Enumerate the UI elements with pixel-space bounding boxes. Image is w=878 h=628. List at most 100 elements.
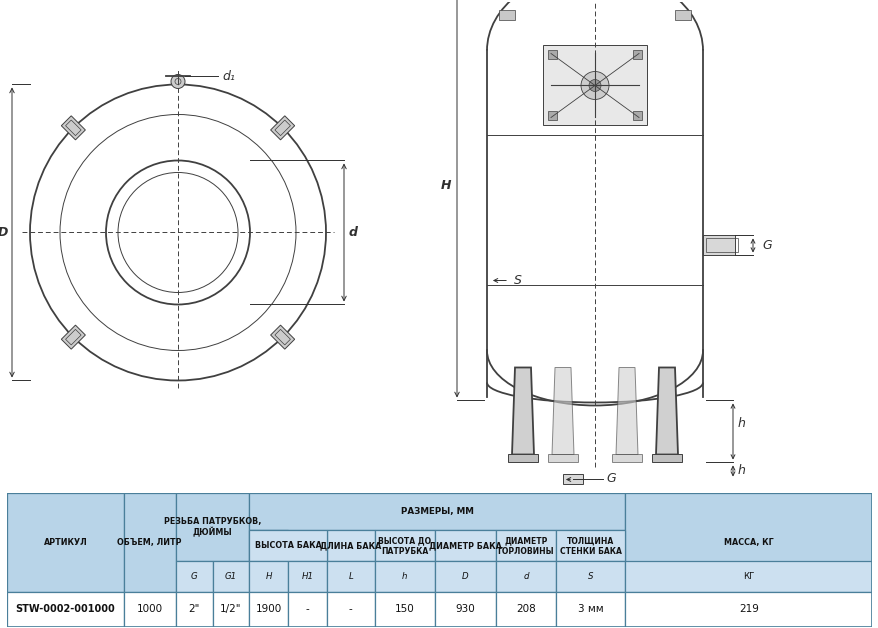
Bar [327,592,374,627]
Bar [499,11,515,21]
Text: D: D [0,226,8,239]
Bar [625,493,871,592]
Text: d: d [348,226,357,239]
Bar [611,455,641,462]
Text: G1: G1 [225,572,237,581]
Bar [7,493,124,592]
Bar [249,592,288,627]
Bar [176,493,249,561]
Bar [543,45,646,126]
Text: ВЫСОТА БАКА: ВЫСОТА БАКА [255,541,321,550]
Text: ДЛИНА БАКА: ДЛИНА БАКА [320,541,381,550]
Bar [270,116,294,140]
Text: h: h [402,572,407,581]
Bar [651,455,681,462]
Text: STW-0002-001000: STW-0002-001000 [16,604,115,614]
Text: d: d [522,572,529,581]
Bar [249,561,288,592]
Text: G: G [761,239,771,252]
Bar [547,455,578,462]
Bar [702,236,734,256]
Bar [275,120,290,136]
Text: ТОЛЩИНА
СТЕНКИ БАКА: ТОЛЩИНА СТЕНКИ БАКА [559,536,621,556]
Text: -: - [306,604,309,614]
Text: ОБЪЕМ, ЛИТР: ОБЪЕМ, ЛИТР [118,538,182,547]
Circle shape [171,75,184,89]
Bar [435,561,495,592]
Bar [495,561,556,592]
Bar [288,592,327,627]
Bar [66,329,81,345]
Bar [61,116,85,140]
Bar [632,112,641,121]
Circle shape [580,72,608,99]
Text: 219: 219 [738,604,758,614]
Circle shape [588,80,601,92]
Text: L: L [348,572,353,581]
Bar [124,493,176,592]
Bar [632,50,641,60]
Polygon shape [511,367,534,455]
Bar [327,531,374,561]
Bar [495,531,556,561]
Text: ВЫСОТА ДО
ПАТРУБКА: ВЫСОТА ДО ПАТРУБКА [378,536,431,556]
Bar [288,561,327,592]
Bar [374,561,435,592]
Text: 208: 208 [515,604,536,614]
Bar [212,592,249,627]
Text: КГ: КГ [742,572,753,581]
Bar [66,120,81,136]
Text: 1900: 1900 [255,604,282,614]
Text: -: - [349,604,352,614]
Bar [374,531,435,561]
Text: 930: 930 [455,604,475,614]
Text: 3 мм: 3 мм [578,604,603,614]
Text: S: S [587,572,593,581]
Text: РАЗМЕРЫ, ММ: РАЗМЕРЫ, ММ [400,507,473,516]
Polygon shape [551,367,573,455]
Bar [7,592,124,627]
Text: h: h [738,465,745,477]
Bar [176,561,212,592]
Bar [556,592,625,627]
Text: МАССА, КГ: МАССА, КГ [723,538,773,547]
Bar [507,455,537,462]
Text: S: S [514,274,522,287]
Bar [495,592,556,627]
Bar [327,561,374,592]
Text: РЕЗЬБА ПАТРУБКОВ,
ДЮЙМЫ: РЕЗЬБА ПАТРУБКОВ, ДЮЙМЫ [163,517,261,538]
Bar [625,592,871,627]
Bar [176,592,212,627]
Text: 150: 150 [394,604,414,614]
Bar [556,531,625,561]
Bar [547,112,557,121]
Text: H: H [440,179,450,192]
Bar [625,561,871,592]
Bar [435,592,495,627]
Text: ДИАМЕТР БАКА: ДИАМЕТР БАКА [428,541,501,550]
Text: d₁: d₁ [222,70,234,83]
Bar [275,329,290,345]
Text: 1000: 1000 [136,604,162,614]
Text: 1/2": 1/2" [220,604,241,614]
Bar [374,592,435,627]
Text: G: G [605,472,615,485]
Text: ДИАМЕТР
ГОРЛОВИНЫ: ДИАМЕТР ГОРЛОВИНЫ [497,536,554,556]
Bar [705,239,738,252]
Polygon shape [615,367,637,455]
Text: H1: H1 [301,572,313,581]
Bar [556,561,625,592]
Bar [212,561,249,592]
Text: G: G [191,572,198,581]
Bar [270,325,294,349]
Bar [547,50,557,60]
Bar [61,325,85,349]
Text: АРТИКУЛ: АРТИКУЛ [44,538,87,547]
Bar [249,531,327,561]
Text: 2": 2" [189,604,200,614]
Polygon shape [655,367,677,455]
Text: h: h [738,417,745,430]
Bar [674,11,690,21]
Bar [563,475,582,484]
Bar [249,493,625,531]
